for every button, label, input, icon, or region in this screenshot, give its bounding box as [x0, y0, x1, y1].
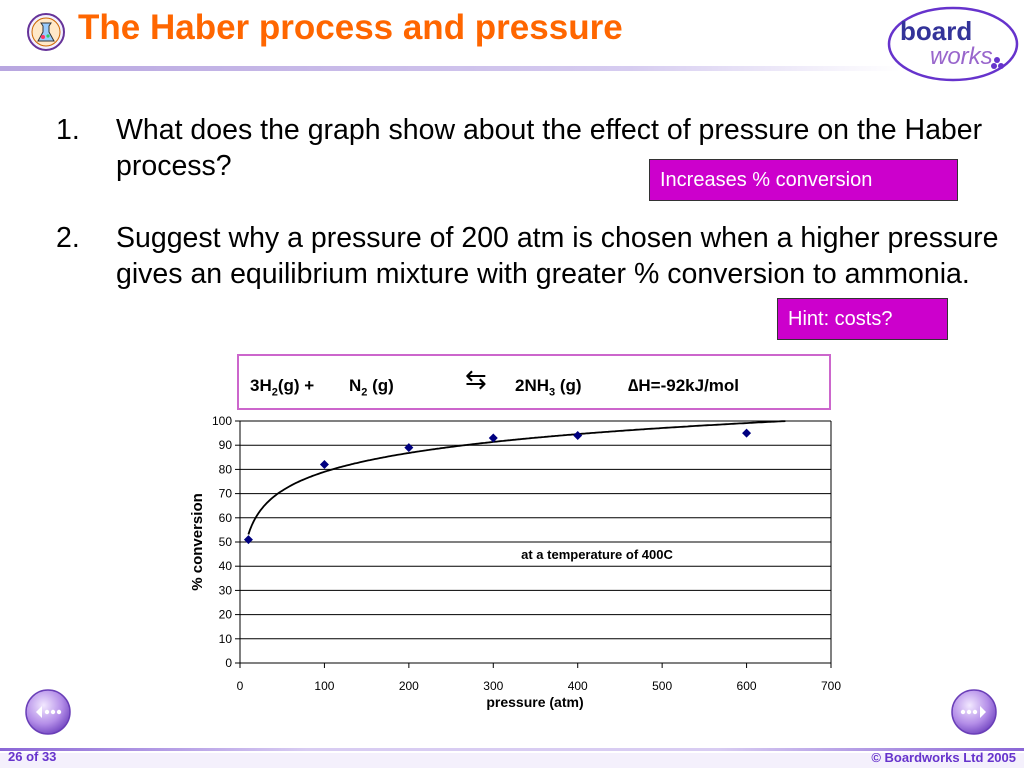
equation-reactant-hydrogen: 3H2(g) + [250, 376, 315, 399]
trendline [247, 420, 786, 535]
data-point-marker [243, 535, 253, 545]
data-point-marker [742, 428, 752, 438]
y-tick-label: 60 [219, 511, 233, 525]
equation-reactant-nitrogen: N2 (g) [349, 376, 394, 399]
copyright-notice: © Boardworks Ltd 2005 [871, 750, 1016, 765]
question-number: 2. [56, 222, 80, 254]
y-tick-label: 90 [219, 438, 233, 452]
question-text: Suggest why a pressure of 200 atm is cho… [116, 222, 999, 290]
data-point-marker [488, 433, 498, 443]
y-tick-label: 80 [219, 462, 233, 476]
logo-text-works: works [930, 43, 993, 70]
x-tick-label: 700 [821, 679, 841, 693]
page-counter: 26 of 33 [8, 749, 57, 764]
y-tick-label: 10 [219, 632, 233, 646]
y-tick-label: 50 [219, 535, 233, 549]
data-point-marker [319, 460, 329, 470]
y-tick-label: 100 [212, 414, 232, 428]
y-tick-label: 30 [219, 583, 233, 597]
x-tick-label: 200 [399, 679, 419, 693]
y-tick-label: 20 [219, 608, 233, 622]
equation-box: 3H2(g) + N2 (g) ⇆ 2NH3 (g) ∆H=-92kJ/mol [237, 354, 831, 410]
question-text: What does the graph show about the effec… [116, 114, 983, 182]
x-tick-label: 600 [737, 679, 757, 693]
next-arrow-icon[interactable] [950, 688, 998, 736]
y-tick-label: 0 [225, 656, 232, 670]
answer-reveal-box-1[interactable]: Increases % conversion [649, 159, 958, 201]
x-tick-label: 300 [483, 679, 503, 693]
logo-text-board: board [900, 16, 972, 46]
x-tick-label: 100 [314, 679, 334, 693]
boardworks-logo: board works [887, 6, 1019, 82]
header-divider [0, 66, 900, 71]
previous-arrow-icon[interactable] [24, 688, 72, 736]
pressure-conversion-chart: 0 10 20 30 40 50 60 70 80 90 100 0 100 200 300 400 500 6… [189, 414, 841, 710]
x-axis-label: pressure (atm) [486, 694, 583, 710]
x-tick-label: 500 [652, 679, 672, 693]
chart-annotation: at a temperature of 400C [521, 547, 673, 562]
hint-reveal-box[interactable]: Hint: costs? [777, 298, 948, 340]
data-point-marker [404, 443, 414, 453]
page-title: The Haber process and pressure [78, 8, 623, 47]
y-tick-label: 70 [219, 487, 233, 501]
equation-enthalpy: ∆H=-92kJ/mol [628, 376, 740, 395]
y-tick-label: 40 [219, 559, 233, 573]
footer-bar [0, 748, 1024, 768]
chemistry-flask-icon [27, 13, 65, 51]
x-tick-label: 400 [568, 679, 588, 693]
equation-product-ammonia: 2NH3 (g) [515, 376, 582, 399]
question-number: 1. [56, 114, 80, 146]
y-axis-label: % conversion [189, 493, 206, 591]
equilibrium-arrow-icon: ⇆ [465, 364, 487, 394]
data-point-marker [573, 431, 583, 441]
x-tick-label: 0 [237, 679, 244, 693]
